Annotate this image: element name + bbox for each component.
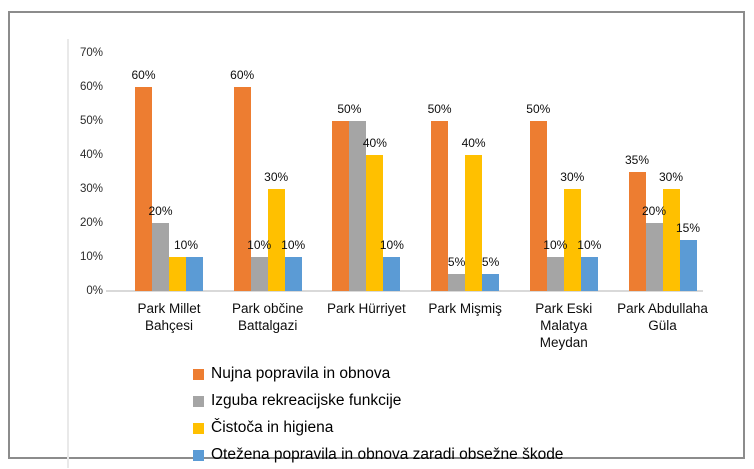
bar xyxy=(267,189,285,291)
bar xyxy=(448,274,466,291)
bar xyxy=(645,223,663,291)
category-label-line: Malatya xyxy=(540,318,588,333)
bar xyxy=(186,257,203,291)
bar-value-label: 60% xyxy=(131,68,156,82)
category-label-line: Park Eski xyxy=(535,301,593,316)
category-label: Park Millet Bahçesi xyxy=(110,300,228,334)
legend-swatch xyxy=(193,449,204,461)
legend-item: Nujna popravila in obnova xyxy=(193,365,390,383)
legend-item: Čistoča in higiena xyxy=(193,419,333,437)
category-label-line: Park Abdullaha xyxy=(617,301,708,316)
bar xyxy=(628,172,646,291)
bar-value-label: 30% xyxy=(560,170,585,184)
bar-value-label: 10% xyxy=(281,238,306,252)
bar-value-label: 40% xyxy=(362,136,387,150)
y-axis-tick-label: 70% xyxy=(79,47,103,59)
bar xyxy=(152,223,169,291)
bar-value-label: 5% xyxy=(481,255,500,269)
legend-swatch xyxy=(193,422,204,434)
category-label-line: Park Millet xyxy=(137,301,201,316)
category-label: Park Abdullaha Güla xyxy=(604,300,722,334)
legend-label: Otežena popravila in obnova zaradi obsež… xyxy=(211,446,564,463)
bar xyxy=(383,257,401,291)
legend-item: Izguba rekreacijske funkcije xyxy=(193,392,401,410)
bar-value-label: 40% xyxy=(461,136,486,150)
bar-value-label: 20% xyxy=(148,204,173,218)
y-axis-tick-label: 60% xyxy=(79,81,103,93)
bar-value-label: 30% xyxy=(264,170,289,184)
bar-value-label: 30% xyxy=(658,170,684,184)
category-label-line: Bahçesi xyxy=(144,318,194,333)
bar xyxy=(250,257,268,291)
category-label: Park Hürriyet xyxy=(307,300,425,317)
category-label-line: Park Mişmiş xyxy=(428,301,502,316)
bar-value-label: 10% xyxy=(247,238,272,252)
category-label-line: Park občine xyxy=(232,301,304,316)
bar xyxy=(662,189,680,291)
bar-value-label: 60% xyxy=(230,68,255,82)
category-label: Park Eski Malatya Meydan xyxy=(505,300,623,351)
y-axis-tick-label: 10% xyxy=(79,251,103,263)
legend-swatch xyxy=(193,368,204,380)
bar xyxy=(465,155,483,291)
legend-label: Izguba rekreacijske funkcije xyxy=(211,392,402,409)
y-axis-tick-label: 0% xyxy=(86,285,103,297)
bar xyxy=(135,87,152,291)
category-label-line: Güla xyxy=(648,318,677,333)
legend-swatch xyxy=(193,395,204,407)
bar-value-label: 10% xyxy=(577,238,602,252)
bar xyxy=(284,257,302,291)
bar-value-label: 50% xyxy=(526,102,551,116)
bar xyxy=(233,87,251,291)
legend-label: Nujna popravila in obnova xyxy=(211,365,391,382)
y-axis-tick-label: 50% xyxy=(79,115,103,127)
bar xyxy=(580,257,598,291)
bar-value-label: 35% xyxy=(624,153,650,167)
bar xyxy=(366,155,384,291)
category-label-line: Park Hürriyet xyxy=(327,301,406,316)
bar xyxy=(563,189,581,291)
y-axis-tick-label: 20% xyxy=(79,217,103,229)
category-label-line: Meydan xyxy=(539,335,588,350)
bar xyxy=(482,274,500,291)
bar-value-label: 10% xyxy=(173,238,199,252)
legend-label: Čistoča in higiena xyxy=(211,419,334,436)
bar xyxy=(431,121,449,291)
category-label-line: Battalgazi xyxy=(238,318,298,333)
legend-item: Otežena popravila in obnova zaradi obsež… xyxy=(193,446,563,464)
bar-value-label: 50% xyxy=(337,102,362,116)
figure-frame: 0% 10% 20% 30% 40% 50% 60% 70% 60% 20% 10% Park Mil… xyxy=(8,11,745,468)
bar-value-label: 10% xyxy=(379,238,404,252)
category-label: Park občine Battalgazi xyxy=(209,300,327,334)
bar xyxy=(546,257,564,291)
bar xyxy=(349,121,367,291)
y-axis-tick-label: 40% xyxy=(79,149,103,161)
category-label: Park Mişmiş xyxy=(406,300,524,317)
bar-value-label: 15% xyxy=(675,221,701,235)
bar-value-label: 5% xyxy=(447,255,466,269)
x-axis-line xyxy=(106,290,703,292)
y-axis-tick-label: 30% xyxy=(79,183,103,195)
bar xyxy=(529,121,547,291)
bar xyxy=(679,240,697,291)
bar xyxy=(332,121,350,291)
left-cell-border xyxy=(67,39,69,468)
bar xyxy=(169,257,186,291)
bar-value-label: 10% xyxy=(543,238,568,252)
bar-value-label: 20% xyxy=(641,204,667,218)
bar-value-label: 50% xyxy=(427,102,452,116)
